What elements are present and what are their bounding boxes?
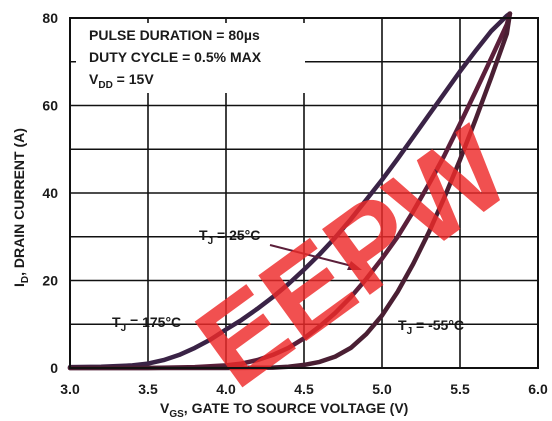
x-tick-label: 5.5 [450,381,470,397]
y-tick-label: 20 [42,273,58,289]
condition-pulse-duration: PULSE DURATION = 80µs [89,27,260,43]
tick-labels: 3.0 3.5 4.0 4.5 5.0 5.5 6.0 0 20 40 60 80 [42,10,548,397]
condition-vdd: VDD = 15V [89,71,154,91]
y-axis-label: ID, DRAIN CURRENT (A) [11,128,31,287]
x-tick-label: 3.0 [60,381,80,397]
series-line-175c [67,11,513,370]
curves [67,11,513,371]
y-tick-label: 40 [42,185,58,201]
plot-frame [69,17,539,369]
series-line-25c [67,11,513,371]
x-tick-label: 4.0 [216,381,236,397]
y-tick-label: 0 [50,360,58,376]
series-label-175c: TJ = 175°C [112,314,181,334]
x-tick-label: 3.5 [138,381,158,397]
x-axis-label: VGS, GATE TO SOURCE VOLTAGE (V) [160,400,408,420]
conditions-box [76,23,305,93]
y-tick-label: 80 [42,10,58,26]
series-label-25c: TJ = 25°C [199,227,260,247]
x-tick-label: 5.0 [372,381,392,397]
series-label-minus55c: TJ = -55°C [398,317,464,337]
y-tick-label: 60 [42,98,58,114]
series-line-minus55c [67,11,513,371]
x-tick-label: 4.5 [294,381,314,397]
annotation-arrow-line [269,244,353,267]
condition-duty-cycle: DUTY CYCLE = 0.5% MAX [89,49,262,65]
x-tick-label: 6.0 [528,381,548,397]
annotation-arrow-head [347,261,362,270]
